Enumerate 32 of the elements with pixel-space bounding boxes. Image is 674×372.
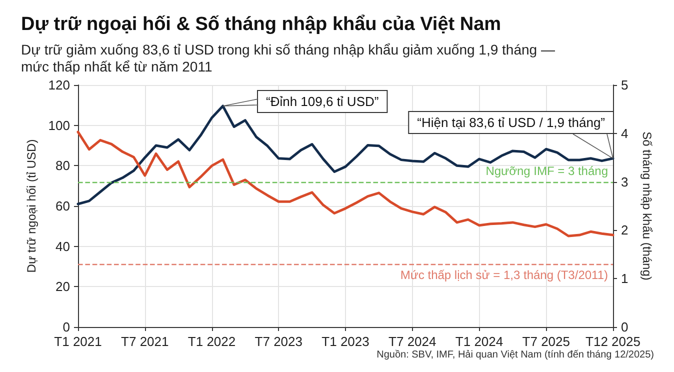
x-tick-label: T1 2024 xyxy=(455,334,504,349)
y-tick-label: 80 xyxy=(56,158,70,174)
annotation: “Đỉnh 109,6 tỉ USD” xyxy=(266,94,379,109)
x-tick-label: T1 2021 xyxy=(54,334,102,349)
x-tick-label: T7 2024 xyxy=(388,334,436,349)
ref-line-label: Ngưỡng IMF = 3 tháng xyxy=(486,164,608,178)
y2-tick-label: 2 xyxy=(621,222,628,238)
x-tick-label: T7 2025 xyxy=(522,334,570,349)
x-tick-label: T12 2025 xyxy=(586,334,640,349)
ref-line-label: Mức thấp lịch sử = 1,3 tháng (T3/2011) xyxy=(400,268,608,282)
y-tick-label: 0 xyxy=(62,320,70,334)
y2-axis-title: Số tháng nhập khẩu (tháng) xyxy=(640,132,654,280)
y-axis-title: Dự trữ ngoại hối (tỉ USD) xyxy=(24,139,38,273)
x-tick-label: T7 2021 xyxy=(121,334,169,349)
y-tick-label: 40 xyxy=(56,238,70,254)
y2-tick-label: 4 xyxy=(621,126,628,141)
y-tick-label: 100 xyxy=(48,118,70,133)
y2-tick-label: 0 xyxy=(621,320,628,334)
annotation: “Hiện tại 83,6 tỉ USD / 1,9 tháng” xyxy=(417,115,605,130)
y-tick-label: 120 xyxy=(48,78,70,92)
x-tick-label: T7 2023 xyxy=(254,334,302,349)
y-tick-label: 60 xyxy=(56,198,70,214)
chart-subtitle: Dự trữ giảm xuống 83,6 tỉ USD trong khi số tháng nhập khẩu giảm xuống 1,9 tháng — mức thấp nhất kể từ năm 2011 xyxy=(21,42,559,74)
chart-title: Dự trữ ngoại hối & Số tháng nhập khẩu của Việt Nam xyxy=(21,14,502,35)
y2-tick-label: 3 xyxy=(621,174,628,190)
x-tick-label: T1 2023 xyxy=(322,334,370,349)
text: Nguồn: SBV, IMF, Hải quan Việt Nam (tính đến tháng 12/2025) xyxy=(376,350,654,360)
x-tick-label: T1 2022 xyxy=(188,334,236,349)
y2-tick-label: 1 xyxy=(621,271,628,286)
y-tick-label: 20 xyxy=(56,279,70,294)
y2-tick-label: 5 xyxy=(621,78,628,92)
line-series xyxy=(76,130,614,238)
